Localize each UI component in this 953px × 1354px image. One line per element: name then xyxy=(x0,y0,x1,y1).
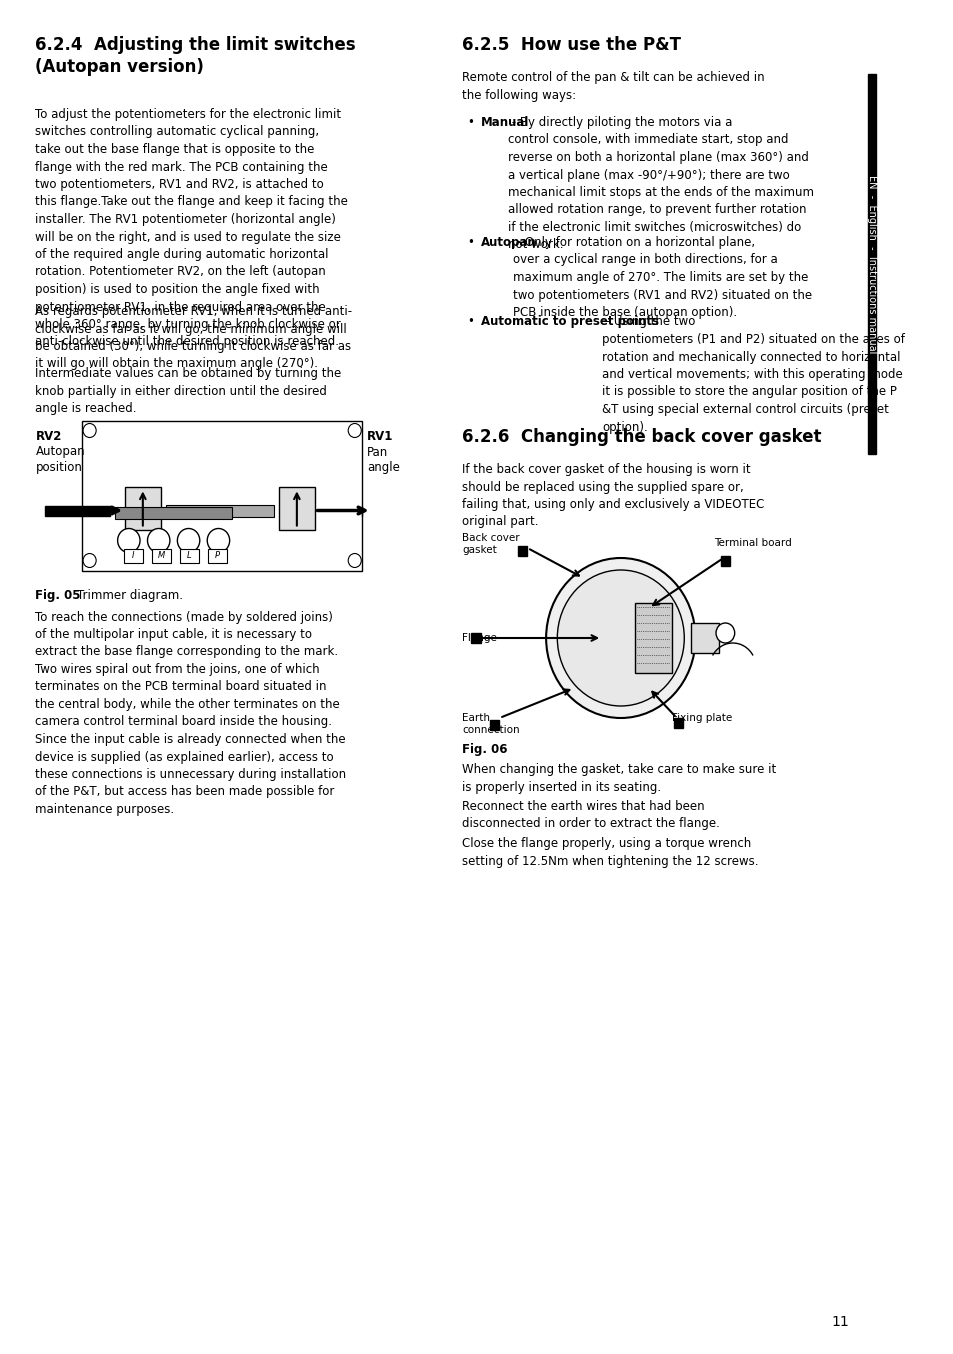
Text: Fixing plate: Fixing plate xyxy=(672,714,732,723)
Text: Reconnect the earth wires that had been
disconnected in order to extract the fla: Reconnect the earth wires that had been … xyxy=(461,800,720,830)
Text: Trimmer diagram.: Trimmer diagram. xyxy=(77,589,183,601)
Text: To reach the connections (made by soldered joins)
of the multipolar input cable,: To reach the connections (made by solder… xyxy=(35,611,346,816)
Text: Remote control of the pan & tilt can be achieved in
the following ways:: Remote control of the pan & tilt can be … xyxy=(461,70,764,102)
Bar xyxy=(674,718,682,728)
Text: Flange: Flange xyxy=(461,634,497,643)
Text: Manual: Manual xyxy=(480,116,529,129)
Text: •: • xyxy=(466,236,473,249)
Text: If the back cover gasket of the housing is worn it
should be replaced using the : If the back cover gasket of the housing … xyxy=(461,463,763,528)
Bar xyxy=(166,505,274,516)
Bar xyxy=(114,506,233,519)
Circle shape xyxy=(716,623,734,643)
Text: EN  -  English  -  Instructions manual: EN - English - Instructions manual xyxy=(866,175,876,353)
Bar xyxy=(634,603,672,673)
Text: L: L xyxy=(187,551,192,561)
Bar xyxy=(471,634,480,643)
Text: P: P xyxy=(214,551,220,561)
Circle shape xyxy=(207,528,230,552)
Circle shape xyxy=(148,528,170,552)
Text: I: I xyxy=(132,551,134,561)
Circle shape xyxy=(557,570,683,705)
Text: - Using the two
potentiometers (P1 and P2) situated on the axes of
rotation and : - Using the two potentiometers (P1 and P… xyxy=(601,315,904,433)
Text: RV1: RV1 xyxy=(367,431,393,444)
Text: 6.2.4  Adjusting the limit switches
(Autopan version): 6.2.4 Adjusting the limit switches (Auto… xyxy=(35,37,355,76)
Bar xyxy=(690,623,718,653)
Bar xyxy=(517,546,527,556)
Text: To adjust the potentiometers for the electronic limit
switches controlling autom: To adjust the potentiometers for the ele… xyxy=(35,108,348,348)
Bar xyxy=(124,548,143,562)
Text: 11: 11 xyxy=(831,1315,848,1330)
Bar xyxy=(180,548,198,562)
Bar xyxy=(125,486,160,529)
Text: When changing the gasket, take care to make sure it
is properly inserted in its : When changing the gasket, take care to m… xyxy=(461,764,776,793)
Bar xyxy=(45,505,110,516)
Bar xyxy=(279,486,314,529)
Text: 6.2.6  Changing the back cover gasket: 6.2.6 Changing the back cover gasket xyxy=(461,428,821,445)
Text: RV2: RV2 xyxy=(35,431,62,444)
Circle shape xyxy=(348,554,361,567)
Bar xyxy=(720,556,729,566)
Text: Close the flange properly, using a torque wrench
setting of 12.5Nm when tighteni: Close the flange properly, using a torqu… xyxy=(461,837,758,868)
Circle shape xyxy=(117,528,140,552)
Text: M: M xyxy=(157,551,165,561)
Circle shape xyxy=(545,558,695,718)
Text: As regards potentiometer RV1, when it is turned anti-
clockwise as far as it wil: As regards potentiometer RV1, when it is… xyxy=(35,305,353,371)
Circle shape xyxy=(177,528,199,552)
Text: •: • xyxy=(466,116,473,129)
Text: Autopan
position: Autopan position xyxy=(35,445,85,474)
Bar xyxy=(152,548,171,562)
Bar xyxy=(490,720,499,730)
Text: Fig. 06: Fig. 06 xyxy=(461,743,507,756)
Text: Pan
angle: Pan angle xyxy=(367,445,399,474)
Bar xyxy=(82,421,362,570)
Circle shape xyxy=(348,424,361,437)
Bar xyxy=(208,548,227,562)
Text: Automatic to preset points: Automatic to preset points xyxy=(480,315,659,329)
Text: Terminal board: Terminal board xyxy=(714,538,791,548)
Text: •: • xyxy=(466,315,473,329)
Text: 6.2.5  How use the P&T: 6.2.5 How use the P&T xyxy=(461,37,680,54)
Text: - By directly piloting the motors via a
control console, with immediate start, s: - By directly piloting the motors via a … xyxy=(508,116,813,252)
Circle shape xyxy=(83,424,96,437)
Circle shape xyxy=(83,554,96,567)
Text: Intermediate values can be obtained by turning the
knob partially in either dire: Intermediate values can be obtained by t… xyxy=(35,367,341,414)
Text: Back cover
gasket: Back cover gasket xyxy=(461,533,519,555)
Text: Autopan: Autopan xyxy=(480,236,536,249)
Text: - Only for rotation on a horizontal plane,
over a cyclical range in both directi: - Only for rotation on a horizontal plan… xyxy=(513,236,812,320)
Text: Fig. 05: Fig. 05 xyxy=(35,589,81,601)
Text: Earth
connection: Earth connection xyxy=(461,714,519,735)
Bar xyxy=(867,74,875,454)
